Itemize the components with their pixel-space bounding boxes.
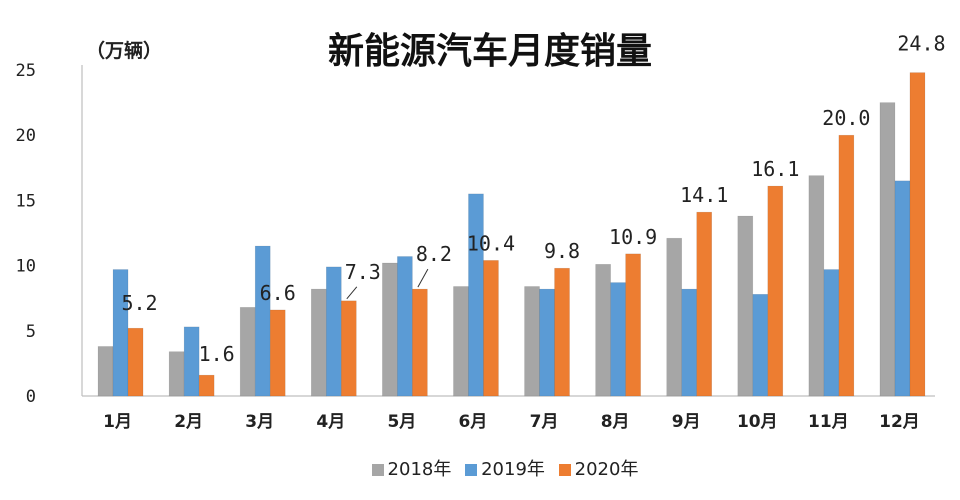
y-tick-label: 15 xyxy=(16,191,36,211)
data-label-2020: 16.1 xyxy=(751,157,799,181)
legend-label-2020: 2020年 xyxy=(574,459,639,480)
y-tick-label: 20 xyxy=(16,126,36,146)
bar-2019年-3月 xyxy=(254,245,271,397)
x-tick-label: 7月 xyxy=(530,412,559,432)
data-label-2020: 6.6 xyxy=(260,281,296,305)
data-label-2020: 24.8 xyxy=(897,32,945,56)
bar-2019年-4月 xyxy=(325,266,342,397)
bar-2020年-1月 xyxy=(127,327,144,397)
bar-2018年-10月 xyxy=(737,215,754,397)
bar-2018年-9月 xyxy=(666,237,683,397)
x-tick-label: 9月 xyxy=(672,412,701,432)
bar-2018年-7月 xyxy=(524,286,540,397)
x-tick-label: 2月 xyxy=(174,412,203,432)
bar-2019年-8月 xyxy=(610,282,626,397)
data-label-2020: 20.0 xyxy=(822,106,870,130)
data-label-2020: 7.3 xyxy=(345,260,381,284)
bar-2019年-12月 xyxy=(894,180,911,397)
x-tick-label: 6月 xyxy=(459,412,488,432)
bar-2019年-1月 xyxy=(112,269,129,397)
bar-2020年-6月 xyxy=(483,260,499,397)
x-tick-label: 11月 xyxy=(808,412,849,432)
bar-2018年-1月 xyxy=(97,346,114,397)
y-tick-label: 0 xyxy=(26,387,36,407)
data-label-2020: 5.2 xyxy=(121,291,157,315)
bar-2019年-10月 xyxy=(752,293,769,397)
bar-2018年-8月 xyxy=(595,263,611,397)
bar-2019年-11月 xyxy=(823,269,840,397)
bar-2019年-7月 xyxy=(539,288,555,397)
bar-2020年-10月 xyxy=(767,185,784,397)
legend-item-2020: 2020年 xyxy=(558,455,639,481)
bar-2019年-5月 xyxy=(397,256,413,397)
bar-2018年-3月 xyxy=(239,307,256,397)
x-tick-label: 12月 xyxy=(879,412,920,432)
data-label-2020: 1.6 xyxy=(199,342,235,366)
bar-2020年-8月 xyxy=(625,253,641,397)
bar-2019年-2月 xyxy=(183,326,200,397)
bar-2020年-7月 xyxy=(554,267,570,397)
bar-2020年-11月 xyxy=(838,134,855,397)
bar-2019年-6月 xyxy=(468,193,484,397)
bar-2019年-9月 xyxy=(681,288,698,397)
legend-item-2018: 2018年 xyxy=(371,455,452,481)
leader-line-may xyxy=(417,268,429,288)
bar-2018年-11月 xyxy=(808,175,825,397)
x-tick-label: 4月 xyxy=(316,412,345,432)
x-tick-label: 3月 xyxy=(245,412,274,432)
legend-item-2019: 2019年 xyxy=(465,455,545,481)
x-tick-label: 8月 xyxy=(601,412,630,432)
bar-2018年-6月 xyxy=(453,286,469,397)
x-tick-label: 1月 xyxy=(103,412,132,432)
legend-swatch-2018 xyxy=(371,464,384,476)
x-tick-label: 5月 xyxy=(387,412,416,432)
legend: 2018年 2019年 2020年 xyxy=(0,455,960,481)
leader-line-apr xyxy=(346,286,358,300)
chart-title: 新能源汽车月度销量 xyxy=(327,30,652,72)
data-label-2020: 10.4 xyxy=(467,231,515,255)
bar-2020年-2月 xyxy=(198,374,215,397)
bar-2020年-3月 xyxy=(269,309,286,397)
bar-2020年-5月 xyxy=(412,288,428,397)
legend-swatch-2020 xyxy=(558,464,571,476)
y-tick-label: 10 xyxy=(16,257,36,277)
y-tick-label: 5 xyxy=(26,322,36,342)
legend-label-2018: 2018年 xyxy=(387,459,452,480)
legend-label-2019: 2019年 xyxy=(481,459,545,480)
bar-2018年-2月 xyxy=(168,351,185,397)
data-label-2020: 14.1 xyxy=(680,183,728,207)
x-tick-label: 10月 xyxy=(737,412,778,432)
bar-2018年-5月 xyxy=(382,262,398,397)
data-label-2020: 8.2 xyxy=(416,242,452,266)
y-unit-label: （万辆） xyxy=(86,40,163,62)
bar-2020年-12月 xyxy=(909,72,926,397)
data-label-2020: 10.9 xyxy=(609,225,657,249)
bar-2020年-9月 xyxy=(696,211,713,397)
bar-2020年-4月 xyxy=(340,300,357,397)
legend-swatch-2019 xyxy=(465,464,478,476)
y-tick-label: 25 xyxy=(16,61,36,81)
bar-2018年-4月 xyxy=(310,288,327,397)
data-label-2020: 9.8 xyxy=(544,239,580,263)
bar-2018年-12月 xyxy=(879,102,896,397)
